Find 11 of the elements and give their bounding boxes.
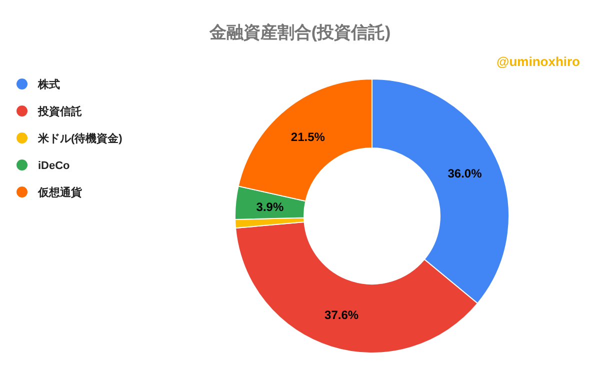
legend-label: 投資信託 <box>37 105 82 118</box>
legend-label: iDeCo <box>38 160 70 172</box>
text: @uminoxhiro <box>496 54 580 69</box>
data-label: 36.0% <box>448 166 482 180</box>
legend-label: 仮想通貨 <box>37 186 83 199</box>
data-label: 37.6% <box>324 308 359 322</box>
legend-label: 株式 <box>37 78 60 91</box>
chart-title: 金融資産割合(投資信託) <box>208 23 391 42</box>
legend-label: 米ドル(待機資金) <box>37 132 123 145</box>
data-label: 3.9% <box>256 200 284 214</box>
data-label: 21.5% <box>290 130 326 144</box>
